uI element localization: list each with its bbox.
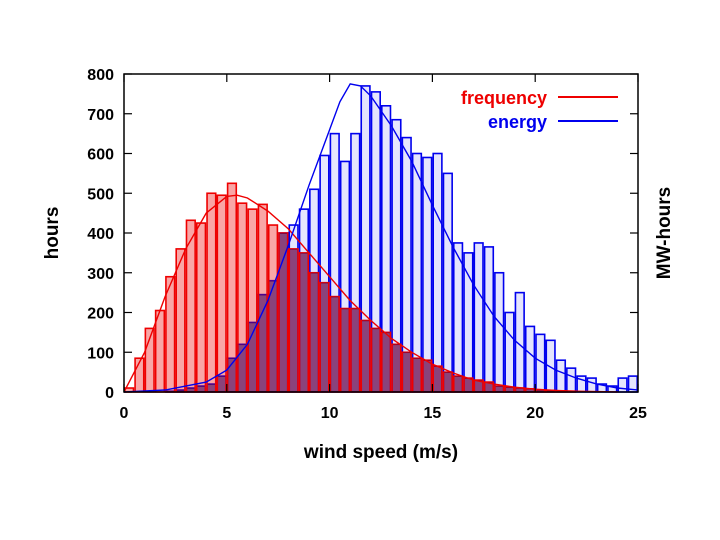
bar-overlap [218,376,226,392]
bar-energy [566,367,577,393]
fit-curve-frequency [123,194,618,393]
bar-overlap [495,386,503,392]
bar-energy [452,242,464,393]
bar-overlap [269,280,277,392]
bar-overlap [536,390,544,392]
bar-overlap [351,308,359,392]
x-tick-label: 20 [526,405,544,422]
bar-frequency [154,309,166,393]
y-tick-label: 0 [105,385,114,402]
bar-overlap [187,388,195,392]
bar-overlap [423,360,431,392]
legend-energy-label: energy [488,112,547,132]
fit-curves [123,83,639,393]
y-axis-title: hours [42,207,63,260]
y-tick-label: 500 [87,186,114,203]
x-tick-label: 25 [629,405,647,422]
bar-overlap [505,387,514,392]
histogram-bars [124,85,639,393]
bar-overlap [177,390,185,392]
bar-overlap [341,308,349,392]
bar-energy [422,156,433,393]
bar-energy [586,377,597,393]
bar-energy [432,152,443,393]
bar-overlap [279,233,287,392]
bar-energy [555,359,567,393]
bar-overlap [454,376,462,392]
bar-overlap [526,388,534,392]
bar-frequency [206,192,217,393]
bar-energy [473,242,484,393]
y-tick-label: 100 [87,345,114,362]
bar-overlap [475,380,483,392]
bar-overlap [434,366,442,392]
x-tick-label: 15 [424,405,442,422]
bar-energy [442,172,453,393]
bar-overlap [382,332,390,392]
x-tick-label: 5 [222,405,231,422]
bar-overlap [197,386,205,392]
bar-overlap [228,358,236,392]
bar-overlap [259,294,267,392]
bar-overlap [485,382,493,392]
bar-energy [617,377,628,393]
y-tick-label: 800 [87,67,114,84]
bar-overlap [207,384,215,392]
bar-overlap [300,252,308,392]
bar-overlap [392,344,400,392]
bar-overlap [310,272,318,392]
y-tick-label: 400 [87,226,114,243]
legend: frequency energy [461,88,618,132]
bar-frequency [175,248,186,393]
y-tick-label: 600 [87,147,114,164]
bar-overlap [331,296,339,392]
legend-frequency-label: frequency [461,88,547,108]
bar-energy [463,252,474,393]
x-tick-label: 0 [120,405,129,422]
bar-overlap [403,352,411,392]
bar-frequency [195,222,207,393]
y2-axis-title: MW-hours [654,187,675,280]
bar-overlap [290,248,298,392]
bar-energy [411,152,423,393]
bar-energy [545,339,556,393]
bar-energy [494,271,505,393]
y-tick-label: 300 [87,266,114,283]
bar-overlap [516,388,524,392]
bar-overlap [238,344,246,392]
bar-energy [483,246,495,393]
x-tick-label: 10 [321,405,339,422]
bar-overlap [464,378,472,392]
bar-overlap [413,358,421,392]
bar-energy [524,325,536,393]
bar-overlap [320,282,328,392]
bar-overlap [248,322,257,392]
axis-ticks: 0 5 10 15 20 25 0 100 200 300 400 500 600 700 800 [87,67,647,422]
x-axis-title: wind speed (m/s) [303,442,458,463]
bar-frequency [165,275,176,393]
bar-overlap [547,390,555,392]
y-tick-label: 200 [87,306,114,323]
bar-overlap [372,328,380,392]
bar-overlap [362,320,370,392]
fit-curve-energy [123,83,639,393]
bar-frequency [216,194,227,393]
bar-energy [504,311,515,393]
bar-overlap [444,372,452,392]
y-tick-label: 700 [87,107,114,124]
